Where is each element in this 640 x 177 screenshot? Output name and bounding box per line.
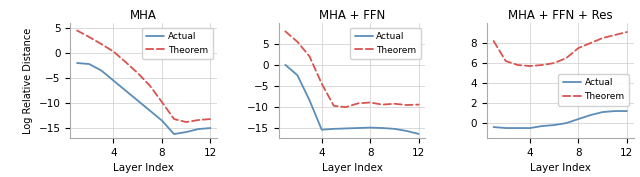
Actual: [390, 128, 398, 130]
Actual: [85, 63, 93, 65]
Theorem: [306, 55, 314, 58]
Actual: [342, 127, 350, 130]
Actual: [146, 110, 154, 112]
Theorem: [403, 104, 410, 106]
Theorem: [623, 31, 631, 33]
Title: MHA + FFN + Res: MHA + FFN + Res: [508, 9, 612, 22]
Theorem: [73, 29, 81, 32]
Actual: [366, 127, 374, 129]
Actual: [526, 127, 534, 129]
Actual: [611, 110, 619, 112]
Actual: [122, 90, 129, 92]
Y-axis label: Log Relative Distance: Log Relative Distance: [23, 27, 33, 134]
Theorem: [550, 62, 558, 64]
Line: Theorem: Theorem: [493, 32, 627, 66]
Theorem: [146, 84, 154, 87]
Title: MHA: MHA: [131, 9, 157, 22]
Theorem: [109, 50, 117, 53]
Theorem: [134, 72, 141, 74]
Theorem: [587, 42, 595, 44]
Actual: [575, 118, 582, 120]
Actual: [550, 124, 558, 126]
Theorem: [563, 57, 570, 59]
Theorem: [170, 118, 178, 120]
Theorem: [526, 65, 534, 67]
X-axis label: Layer Index: Layer Index: [113, 163, 174, 173]
Line: Actual: Actual: [493, 111, 627, 128]
Actual: [318, 129, 326, 131]
Actual: [73, 62, 81, 64]
Actual: [294, 74, 301, 76]
Theorem: [97, 43, 105, 45]
Theorem: [378, 104, 386, 106]
Theorem: [122, 61, 129, 63]
Legend: Actual, Theorem: Actual, Theorem: [350, 28, 421, 59]
Actual: [109, 79, 117, 82]
Theorem: [207, 118, 214, 120]
Theorem: [354, 102, 362, 104]
Actual: [330, 128, 338, 130]
Actual: [207, 127, 214, 129]
Actual: [97, 69, 105, 72]
Actual: [502, 127, 509, 129]
Actual: [306, 99, 314, 101]
Theorem: [330, 105, 338, 107]
Theorem: [599, 37, 607, 39]
Actual: [403, 130, 410, 132]
Theorem: [282, 30, 289, 32]
Theorem: [538, 64, 546, 66]
Theorem: [294, 41, 301, 43]
Line: Theorem: Theorem: [285, 31, 419, 107]
Theorem: [182, 121, 190, 123]
Actual: [623, 110, 631, 112]
Theorem: [502, 60, 509, 62]
Line: Actual: Actual: [77, 63, 211, 134]
Actual: [563, 122, 570, 124]
Actual: [354, 127, 362, 129]
Actual: [134, 99, 141, 102]
Legend: Actual, Theorem: Actual, Theorem: [141, 28, 212, 59]
Theorem: [390, 103, 398, 105]
Theorem: [575, 47, 582, 49]
Actual: [415, 133, 422, 135]
X-axis label: Layer Index: Layer Index: [321, 163, 383, 173]
Actual: [378, 127, 386, 129]
Theorem: [85, 36, 93, 38]
Actual: [599, 111, 607, 113]
X-axis label: Layer Index: Layer Index: [530, 163, 591, 173]
Theorem: [366, 101, 374, 104]
Actual: [538, 125, 546, 127]
Actual: [182, 131, 190, 133]
Line: Actual: Actual: [285, 65, 419, 134]
Theorem: [611, 34, 619, 36]
Theorem: [318, 83, 326, 85]
Actual: [282, 64, 289, 66]
Line: Theorem: Theorem: [77, 30, 211, 122]
Theorem: [195, 119, 202, 121]
Theorem: [158, 101, 166, 103]
Theorem: [514, 64, 522, 66]
Legend: Actual, Theorem: Actual, Theorem: [558, 74, 629, 105]
Theorem: [415, 104, 422, 106]
Title: MHA + FFN: MHA + FFN: [319, 9, 385, 22]
Actual: [158, 119, 166, 122]
Actual: [514, 127, 522, 129]
Theorem: [490, 40, 497, 42]
Actual: [170, 133, 178, 135]
Actual: [490, 126, 497, 128]
Actual: [587, 114, 595, 116]
Theorem: [342, 106, 350, 108]
Actual: [195, 128, 202, 130]
